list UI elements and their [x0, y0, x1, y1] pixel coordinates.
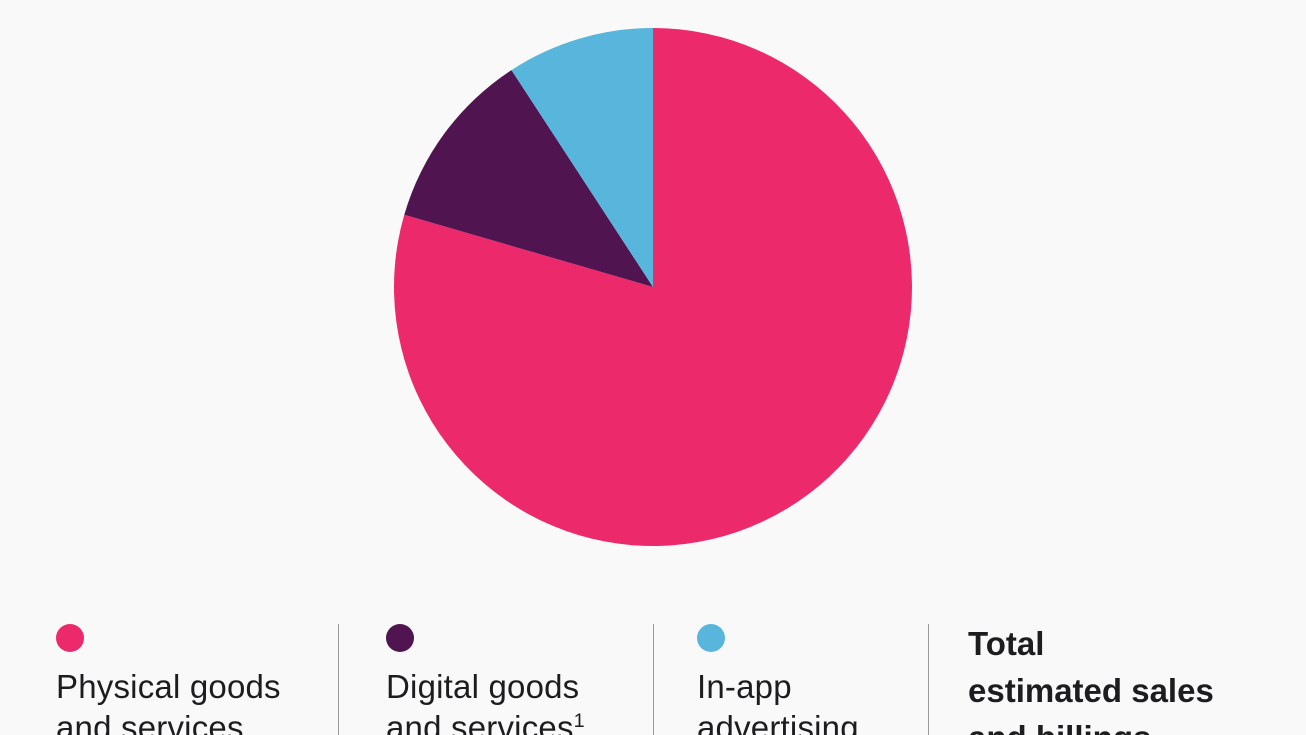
legend-label-total: Total estimated sales and billings: [968, 625, 1214, 735]
legend-divider: [653, 624, 654, 735]
pie-slice-1: [404, 70, 653, 287]
legend-label-advertising: In-app advertising: [697, 668, 859, 735]
legend-divider: [338, 624, 339, 735]
legend-item-digital: Digital goods and services1: [386, 620, 585, 735]
legend-label-physical: Physical goods and services: [56, 668, 281, 735]
footnote-marker: 1: [573, 710, 585, 732]
legend-label-digital: Digital goods and services1: [386, 668, 585, 735]
legend-item-total: Total estimated sales and billings: [968, 620, 1214, 735]
pie-slice-2: [511, 27, 653, 287]
legend-item-advertising: In-app advertising: [697, 620, 859, 735]
pie-slice-0: [393, 28, 912, 546]
legend-divider: [928, 624, 929, 735]
legend-swatch-physical: [56, 624, 84, 652]
legend-item-physical: Physical goods and services: [56, 620, 281, 735]
legend-swatch-digital: [386, 624, 414, 652]
legend-swatch-advertising: [697, 624, 725, 652]
pie-chart: [393, 27, 912, 546]
